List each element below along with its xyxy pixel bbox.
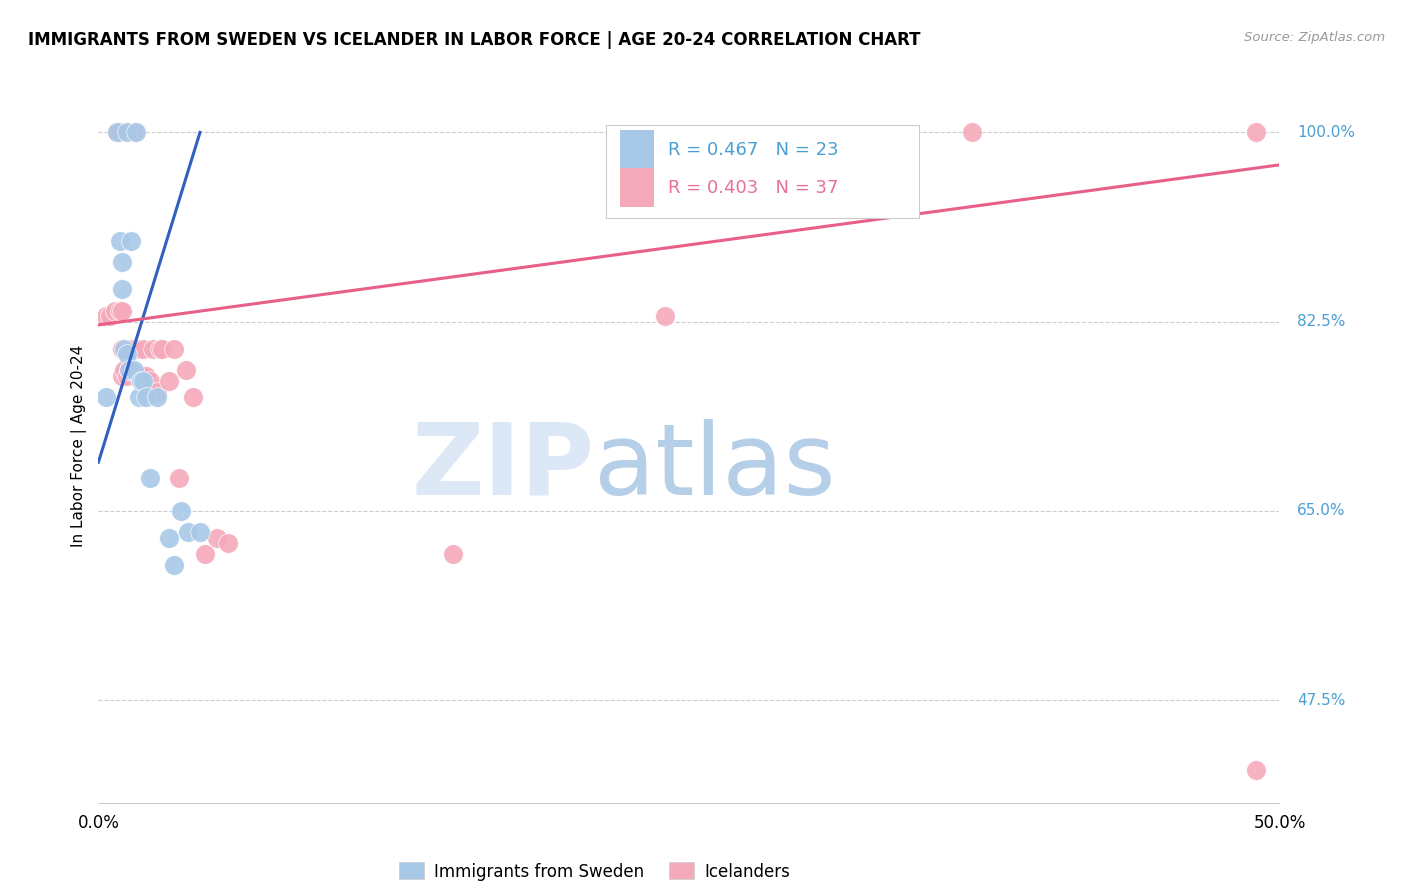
Point [132, 374, 155, 388]
FancyBboxPatch shape [620, 168, 654, 207]
Point [157, 374, 180, 388]
Point [115, 368, 138, 383]
Point [94, 310, 117, 324]
Point [105, 125, 128, 139]
Point [205, 531, 228, 545]
Text: ZIP: ZIP [412, 419, 595, 516]
Point [112, 363, 135, 377]
Point [150, 342, 173, 356]
Point [128, 368, 150, 383]
Point [111, 303, 134, 318]
Point [177, 525, 200, 540]
Text: 65.0%: 65.0% [1298, 503, 1346, 518]
Point [129, 368, 152, 383]
Point [118, 363, 141, 377]
Point [128, 390, 150, 404]
Point [132, 342, 155, 356]
Point [962, 125, 984, 139]
Point [125, 342, 148, 356]
Point [111, 282, 134, 296]
FancyBboxPatch shape [620, 130, 654, 169]
Point [111, 342, 134, 356]
Text: atlas: atlas [595, 419, 837, 516]
Point [146, 384, 169, 399]
Text: IMMIGRANTS FROM SWEDEN VS ICELANDER IN LABOR FORCE | AGE 20-24 CORRELATION CHART: IMMIGRANTS FROM SWEDEN VS ICELANDER IN L… [28, 31, 921, 49]
Point [94, 390, 117, 404]
Point [104, 303, 127, 318]
Point [121, 234, 143, 248]
Point [115, 125, 138, 139]
Point [139, 471, 162, 485]
Point [441, 547, 464, 561]
Text: R = 0.403   N = 37: R = 0.403 N = 37 [668, 178, 838, 196]
Point [118, 363, 141, 377]
Text: 47.5%: 47.5% [1298, 692, 1346, 707]
Point [174, 363, 197, 377]
FancyBboxPatch shape [606, 125, 920, 218]
Point [108, 234, 131, 248]
Point [170, 504, 193, 518]
Point [163, 342, 186, 356]
Point [1244, 125, 1267, 139]
Point [129, 374, 152, 388]
Point [115, 347, 138, 361]
Point [139, 374, 162, 388]
Point [121, 342, 143, 356]
Point [122, 125, 145, 139]
Text: 82.5%: 82.5% [1298, 314, 1346, 329]
Point [163, 558, 186, 572]
Point [194, 547, 217, 561]
Point [135, 390, 157, 404]
Point [654, 310, 676, 324]
Legend: Immigrants from Sweden, Icelanders: Immigrants from Sweden, Icelanders [392, 855, 797, 888]
Point [149, 342, 172, 356]
Point [135, 368, 157, 383]
Point [111, 368, 134, 383]
Point [181, 390, 204, 404]
Point [142, 342, 165, 356]
Point [1244, 764, 1267, 778]
Point [217, 536, 239, 550]
Point [167, 471, 190, 485]
Text: Source: ZipAtlas.com: Source: ZipAtlas.com [1244, 31, 1385, 45]
Text: R = 0.467   N = 23: R = 0.467 N = 23 [668, 141, 838, 159]
Point [112, 342, 135, 356]
Point [105, 125, 128, 139]
Y-axis label: In Labor Force | Age 20-24: In Labor Force | Age 20-24 [72, 345, 87, 547]
Point [111, 255, 134, 269]
Text: 100.0%: 100.0% [1298, 125, 1355, 140]
Point [125, 125, 148, 139]
Point [108, 303, 131, 318]
Point [108, 125, 131, 139]
Point [98, 310, 121, 324]
Point [157, 531, 180, 545]
Point [122, 363, 145, 377]
Point [188, 525, 211, 540]
Point [146, 390, 169, 404]
